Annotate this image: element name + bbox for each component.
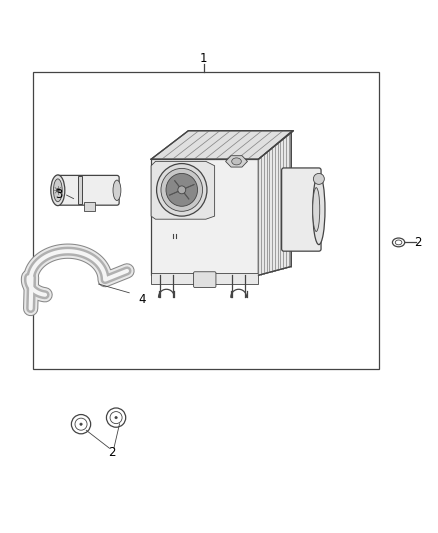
- Ellipse shape: [313, 173, 324, 184]
- Ellipse shape: [57, 189, 59, 192]
- Ellipse shape: [166, 173, 198, 206]
- Bar: [151, 273, 258, 284]
- Ellipse shape: [71, 415, 91, 434]
- Ellipse shape: [110, 411, 122, 424]
- Ellipse shape: [80, 423, 82, 425]
- Text: 2: 2: [414, 236, 421, 249]
- Ellipse shape: [392, 238, 405, 247]
- Polygon shape: [226, 156, 247, 167]
- Ellipse shape: [313, 188, 320, 231]
- Ellipse shape: [395, 240, 402, 245]
- Ellipse shape: [51, 175, 65, 206]
- Bar: [33, 71, 379, 369]
- FancyBboxPatch shape: [194, 272, 216, 287]
- Text: 1: 1: [200, 52, 208, 65]
- Ellipse shape: [115, 416, 117, 419]
- Ellipse shape: [313, 174, 325, 245]
- Ellipse shape: [106, 408, 126, 427]
- Polygon shape: [258, 132, 291, 275]
- Ellipse shape: [53, 179, 62, 201]
- Ellipse shape: [113, 180, 121, 200]
- Ellipse shape: [75, 418, 87, 430]
- Text: 4: 4: [138, 293, 146, 306]
- FancyBboxPatch shape: [282, 168, 321, 251]
- Polygon shape: [151, 131, 293, 159]
- Bar: [78, 176, 82, 204]
- Ellipse shape: [161, 168, 202, 211]
- Text: 3: 3: [56, 188, 63, 201]
- Ellipse shape: [232, 158, 241, 165]
- Text: 2: 2: [108, 446, 116, 459]
- FancyBboxPatch shape: [151, 159, 258, 275]
- FancyBboxPatch shape: [56, 175, 119, 205]
- Ellipse shape: [178, 186, 186, 194]
- Bar: [84, 202, 95, 211]
- Ellipse shape: [156, 164, 207, 216]
- Polygon shape: [151, 161, 215, 219]
